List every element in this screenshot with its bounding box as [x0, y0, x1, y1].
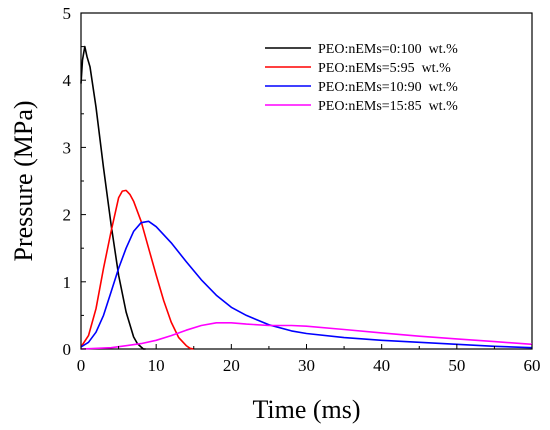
y-axis-title: Pressure (MPa): [9, 100, 38, 261]
plot-area: [80, 12, 533, 350]
legend-label-4: PEO:nEMs=15:85 wt.%: [318, 99, 458, 114]
series-line-4: [80, 321, 533, 350]
y-tick-label: 3: [63, 138, 72, 157]
legend-label-1: PEO:nEMs=0:100 wt.%: [318, 42, 458, 57]
plot-frame: [80, 12, 533, 350]
x-tick-label: 40: [373, 356, 390, 375]
x-axis-title: Time (ms): [252, 395, 360, 424]
y-tick-label: 0: [63, 340, 72, 359]
y-tick-label: 2: [63, 206, 72, 225]
x-tick-label: 0: [77, 356, 86, 375]
x-tick-label: 50: [448, 356, 465, 375]
series-layer: [80, 45, 533, 350]
legend-label-2: PEO:nEMs=5:95 wt.%: [318, 61, 451, 76]
legend-label-3: PEO:nEMs=10:90 wt.%: [318, 80, 458, 95]
x-tick-label: 10: [148, 356, 165, 375]
y-tick-label: 1: [63, 273, 72, 292]
x-tick-label: 60: [524, 356, 541, 375]
x-tick-label: 20: [223, 356, 240, 375]
legend: PEO:nEMs=0:100 wt.% PEO:nEMs=5:95 wt.% PEO…: [265, 42, 458, 114]
y-tick-label: 5: [63, 4, 72, 23]
series-line-3: [80, 220, 533, 349]
axes-layer: 0 10 20 30 40 50 60 0 1 2 3 4 5: [63, 4, 541, 375]
series-line-1: [80, 45, 146, 350]
series-line-2: [80, 189, 194, 350]
x-tick-label: 30: [298, 356, 315, 375]
y-tick-label: 4: [63, 71, 72, 90]
